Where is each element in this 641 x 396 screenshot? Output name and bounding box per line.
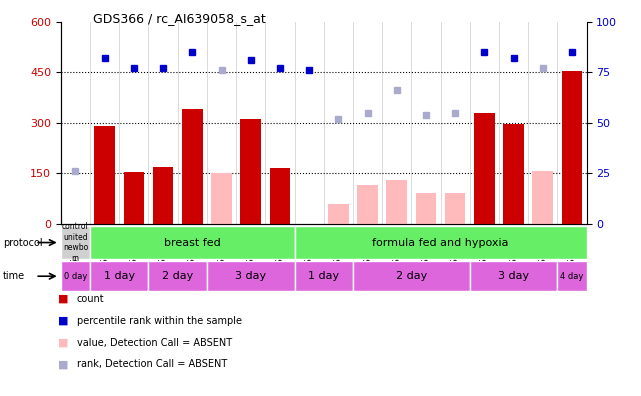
Bar (503, 124, 524, 224)
Bar (124, 171, 144, 224)
Bar (240, 120, 261, 224)
Text: formula fed and hypoxia: formula fed and hypoxia (372, 238, 509, 248)
Text: 3 day: 3 day (235, 271, 266, 281)
Text: 4 day: 4 day (560, 272, 583, 281)
Bar (353, 261, 470, 291)
Bar (270, 168, 290, 224)
Text: ■: ■ (58, 294, 68, 304)
Text: 3 day: 3 day (498, 271, 529, 281)
Bar (61, 261, 90, 291)
Bar (207, 261, 294, 291)
Bar (445, 193, 465, 224)
Text: percentile rank within the sample: percentile rank within the sample (77, 316, 242, 326)
Bar (387, 180, 407, 224)
Text: GDS366 / rc_AI639058_s_at: GDS366 / rc_AI639058_s_at (93, 12, 266, 25)
Bar (474, 112, 495, 224)
Text: 1 day: 1 day (308, 271, 339, 281)
Text: count: count (77, 294, 104, 304)
Text: value, Detection Call = ABSENT: value, Detection Call = ABSENT (77, 337, 232, 348)
Bar (470, 261, 557, 291)
Text: control
united
newbo
rn: control united newbo rn (62, 223, 89, 263)
Text: 2 day: 2 day (162, 271, 194, 281)
Bar (90, 226, 294, 259)
Bar (533, 171, 553, 224)
Text: ■: ■ (58, 337, 68, 348)
Bar (562, 70, 582, 224)
Bar (182, 109, 203, 224)
Bar (61, 226, 90, 259)
Text: ■: ■ (58, 316, 68, 326)
Bar (149, 261, 207, 291)
Bar (328, 204, 349, 224)
Text: breast fed: breast fed (164, 238, 221, 248)
Bar (212, 173, 232, 224)
Bar (94, 126, 115, 224)
Bar (294, 261, 353, 291)
Bar (557, 261, 587, 291)
Text: time: time (3, 271, 26, 281)
Text: 0 day: 0 day (64, 272, 87, 281)
Text: protocol: protocol (3, 238, 43, 248)
Bar (357, 185, 378, 224)
Text: 2 day: 2 day (395, 271, 427, 281)
Bar (294, 226, 587, 259)
Text: 1 day: 1 day (104, 271, 135, 281)
Bar (90, 261, 149, 291)
Bar (415, 193, 436, 224)
Text: rank, Detection Call = ABSENT: rank, Detection Call = ABSENT (77, 359, 227, 369)
Text: ■: ■ (58, 359, 68, 369)
Bar (153, 167, 173, 224)
